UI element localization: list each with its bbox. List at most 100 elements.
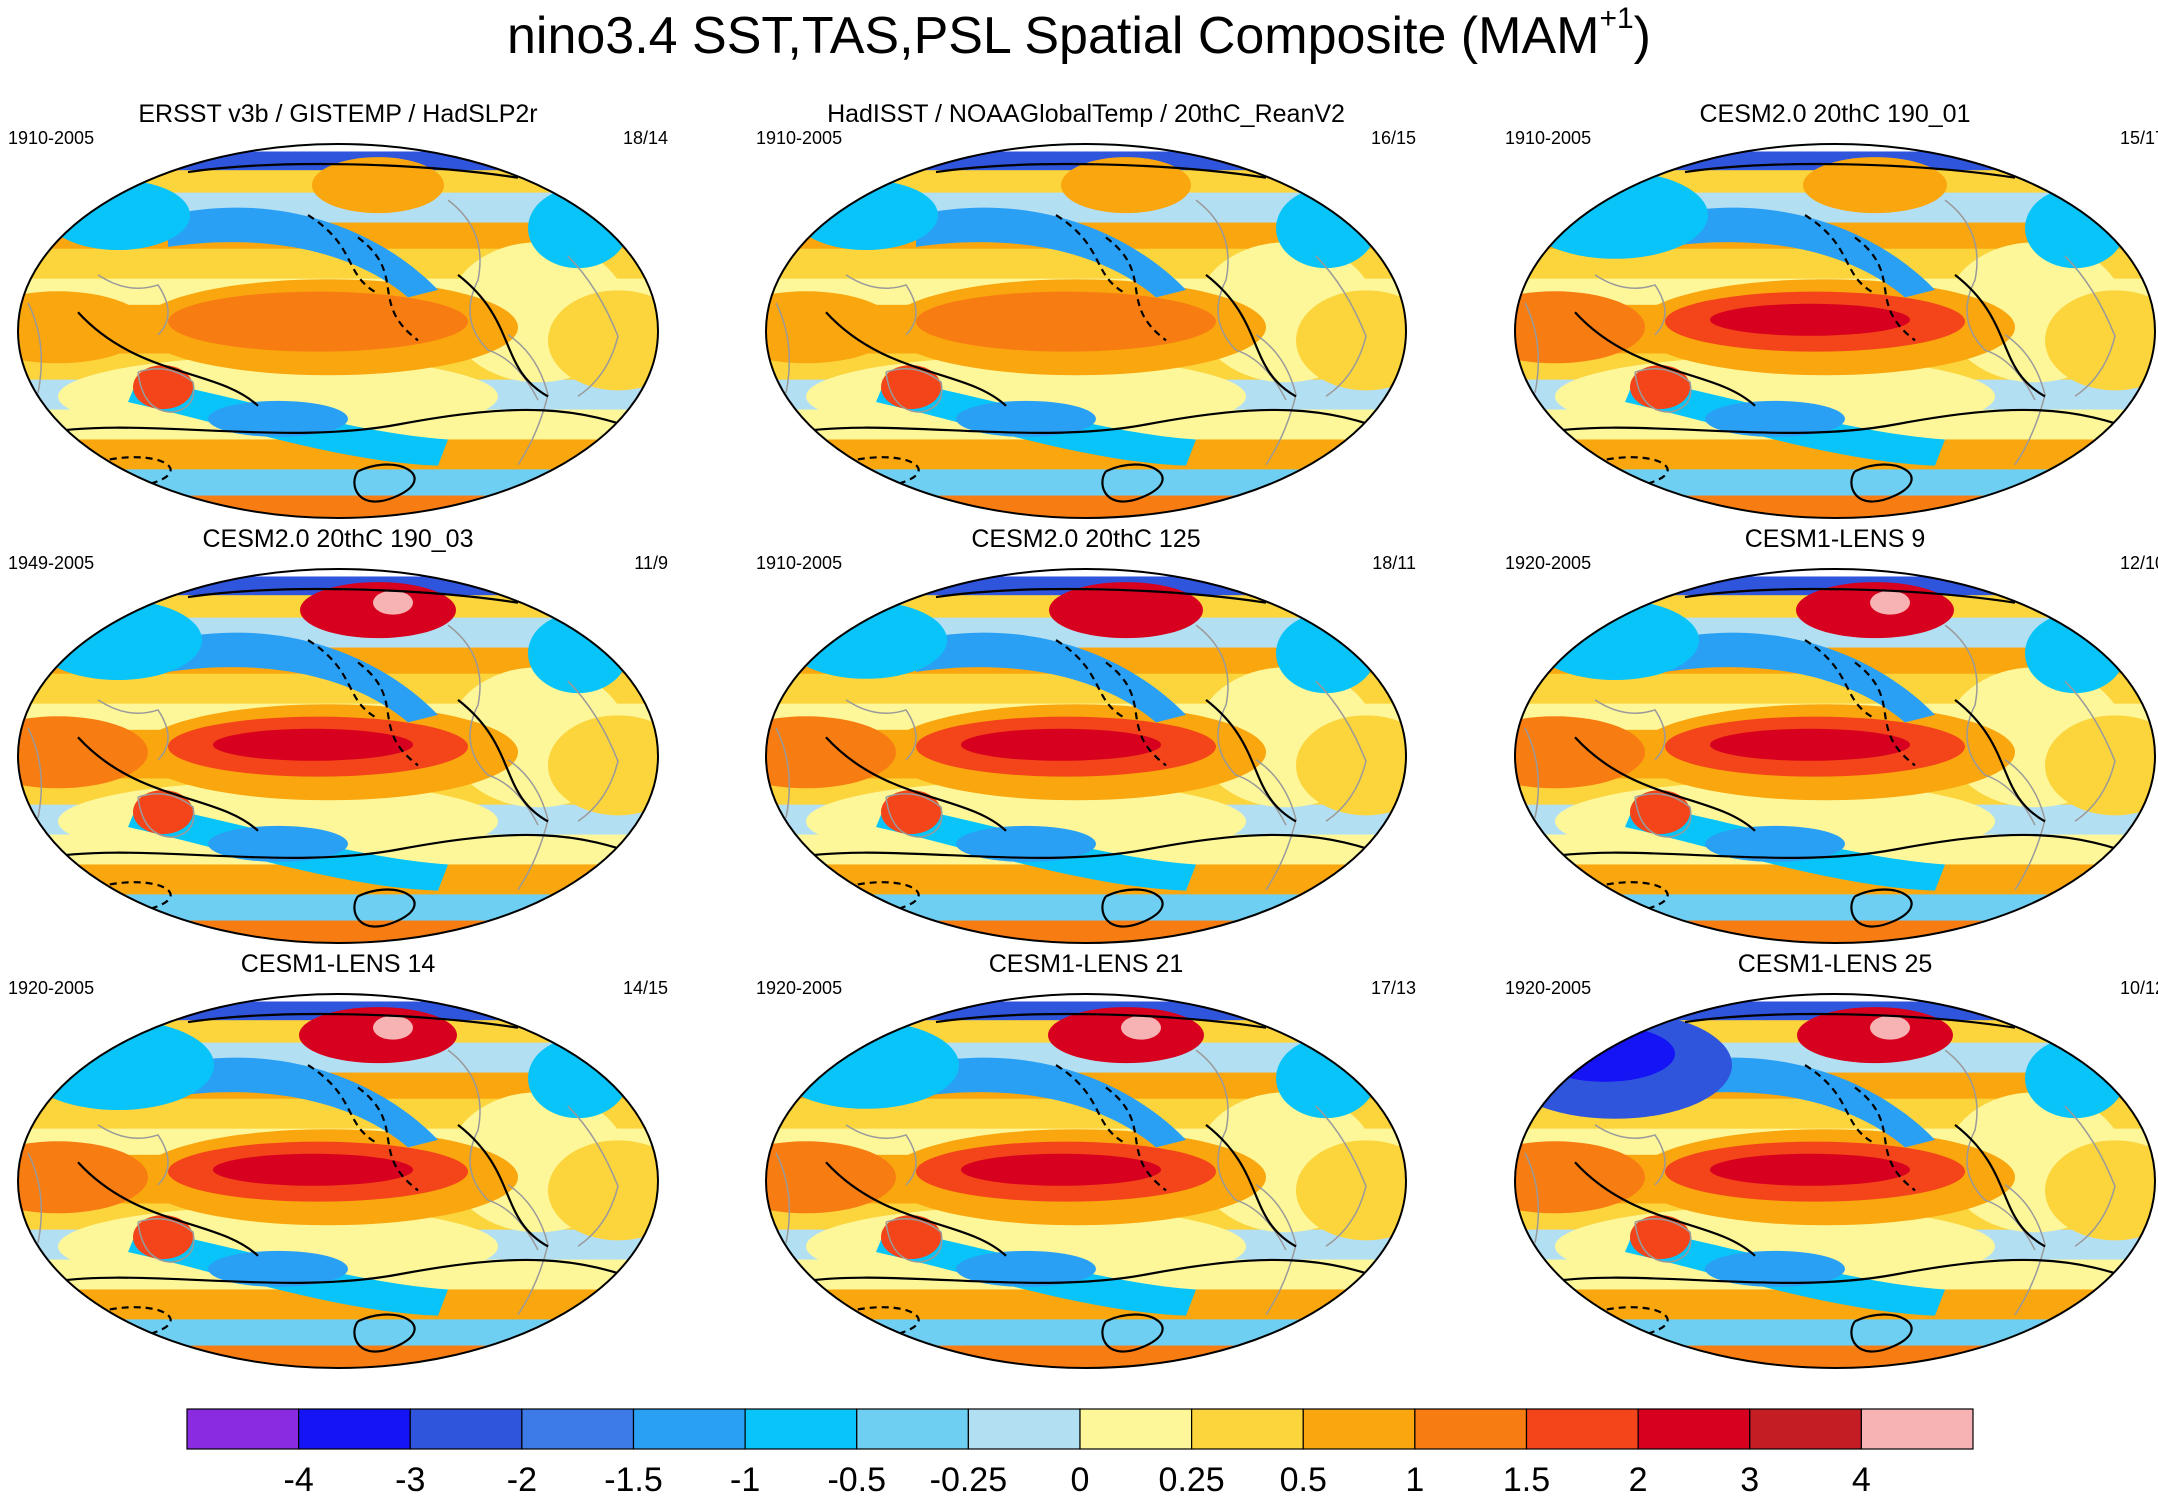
psl-contour-positive	[935, 587, 1267, 604]
anomaly-patch	[22, 1020, 214, 1111]
anomaly-patch	[766, 1141, 896, 1214]
psl-contour-negative	[357, 236, 419, 342]
panel-period: 1920-2005	[1505, 553, 1592, 573]
colorbar-swatch	[1860, 1408, 1974, 1450]
panel-period: 1920-2005	[8, 978, 95, 998]
psl-contour-positive	[785, 1258, 1397, 1285]
anomaly-patch	[168, 1057, 438, 1148]
anomaly-patch	[916, 207, 1186, 298]
psl-contour-negative	[1804, 639, 1876, 720]
psl-contour-negative	[1105, 661, 1167, 767]
coastline	[1594, 274, 1666, 336]
psl-contour-positive	[1205, 1124, 1297, 1248]
psl-contour-positive	[935, 1012, 1267, 1029]
anomaly-patch	[916, 291, 1216, 352]
anomaly-patch	[1665, 207, 1935, 298]
psl-contour-negative	[1055, 1064, 1127, 1145]
psl-contour-positive	[1850, 1313, 1913, 1353]
psl-contour-positive	[1574, 1161, 1756, 1257]
anomaly-patch	[1710, 1153, 1910, 1186]
anomaly-patch	[1515, 716, 1645, 789]
robinson-map	[765, 568, 1407, 944]
coastline	[1594, 1124, 1666, 1186]
psl-contour-positive	[187, 162, 519, 179]
map-border	[1514, 143, 2156, 519]
map-border	[17, 568, 659, 944]
anomaly-patch	[133, 1215, 193, 1260]
psl-contour-positive	[1534, 408, 2146, 435]
anomaly-patch	[18, 291, 148, 364]
colorbar-swatch	[186, 1408, 300, 1450]
anomaly-field	[766, 576, 1406, 943]
map-border	[1514, 568, 2156, 944]
psl-contour-positive	[457, 1124, 549, 1248]
colorbar-tick-label: 0.25	[1159, 1461, 1225, 1499]
anomaly-patch	[916, 632, 1186, 723]
psl-contour-positive	[1850, 463, 1913, 503]
anomaly-patch	[18, 716, 148, 789]
coastline	[1944, 624, 2036, 826]
anomaly-patch	[766, 716, 896, 789]
anomaly-patch	[213, 728, 413, 761]
psl-contour-positive	[77, 736, 259, 832]
coastline	[1634, 368, 1692, 413]
anomaly-band	[18, 1319, 658, 1347]
anomaly-patch	[208, 1250, 348, 1287]
map-panel: CESM2.0 20thC 190_03 1949-2005 11/9	[8, 525, 668, 955]
robinson-map	[765, 143, 1407, 519]
colorbar-swatch	[744, 1408, 858, 1450]
anomaly-patch	[1515, 291, 1645, 364]
anomaly-patch	[528, 613, 628, 694]
psl-contour-negative	[1105, 1086, 1167, 1192]
panel-title: CESM2.0 20thC 190_01	[1699, 100, 1971, 128]
colorbar-swatch	[1191, 1408, 1304, 1450]
coastline	[137, 1218, 195, 1263]
colorbar-swatch	[409, 1408, 523, 1450]
psl-contour-negative	[1105, 236, 1167, 342]
anomaly-patch	[34, 600, 202, 681]
coastline	[1315, 255, 1367, 397]
panel-title: CESM2.0 20thC 125	[971, 525, 1201, 553]
psl-contour-positive	[457, 274, 549, 398]
coastline	[447, 1049, 539, 1251]
coastline	[567, 255, 619, 397]
psl-contour-negative	[357, 661, 419, 767]
panel-title: ERSST v3b / GISTEMP / HadSLP2r	[138, 100, 538, 128]
map-panel: CESM2.0 20thC 125 1910-2005 18/11	[756, 525, 1416, 955]
anomaly-patch	[1705, 1250, 1845, 1287]
psl-contour-negative	[307, 639, 379, 720]
psl-contour-positive	[1101, 463, 1164, 503]
coastline	[775, 1152, 791, 1244]
psl-contour-positive	[1684, 162, 2016, 179]
map-panel: CESM1-LENS 9 1920-2005 12/10	[1505, 525, 2158, 955]
psl-contour-positive	[825, 1161, 1007, 1257]
anomaly-patch	[1531, 600, 1699, 681]
psl-contour-positive	[1954, 274, 2046, 398]
anomaly-patch	[956, 400, 1096, 437]
coastline	[507, 759, 549, 891]
psl-contour-positive	[1684, 587, 2016, 604]
colorbar-tick-label: 0	[1071, 1461, 1090, 1499]
coastline	[775, 302, 791, 394]
panel-title: CESM1-LENS 21	[988, 950, 1184, 978]
psl-contour-positive	[785, 833, 1397, 860]
anomaly-patch	[881, 790, 941, 835]
psl-contour-positive	[825, 311, 1007, 407]
anomaly-band	[766, 1319, 1406, 1347]
anomaly-band	[1515, 1319, 2155, 1347]
anomaly-patch	[1665, 1057, 1935, 1148]
anomaly-patch	[213, 1153, 413, 1186]
panel-event-count: 11/9	[634, 553, 668, 573]
anomaly-patch	[133, 365, 193, 410]
coastline	[447, 199, 539, 401]
coastline	[1524, 1152, 1540, 1244]
anomaly-patch	[1515, 1141, 1645, 1214]
robinson-map	[1514, 568, 2156, 944]
psl-contour-negative	[1804, 1064, 1876, 1145]
panel-event-count: 15/17	[2119, 128, 2158, 148]
anomaly-patch	[2025, 1038, 2125, 1119]
anomaly-patch	[168, 632, 438, 723]
colorbar-swatch	[1079, 1408, 1193, 1450]
anomaly-patch	[881, 1215, 941, 1260]
colorbar-tick-label: -3	[395, 1461, 425, 1499]
